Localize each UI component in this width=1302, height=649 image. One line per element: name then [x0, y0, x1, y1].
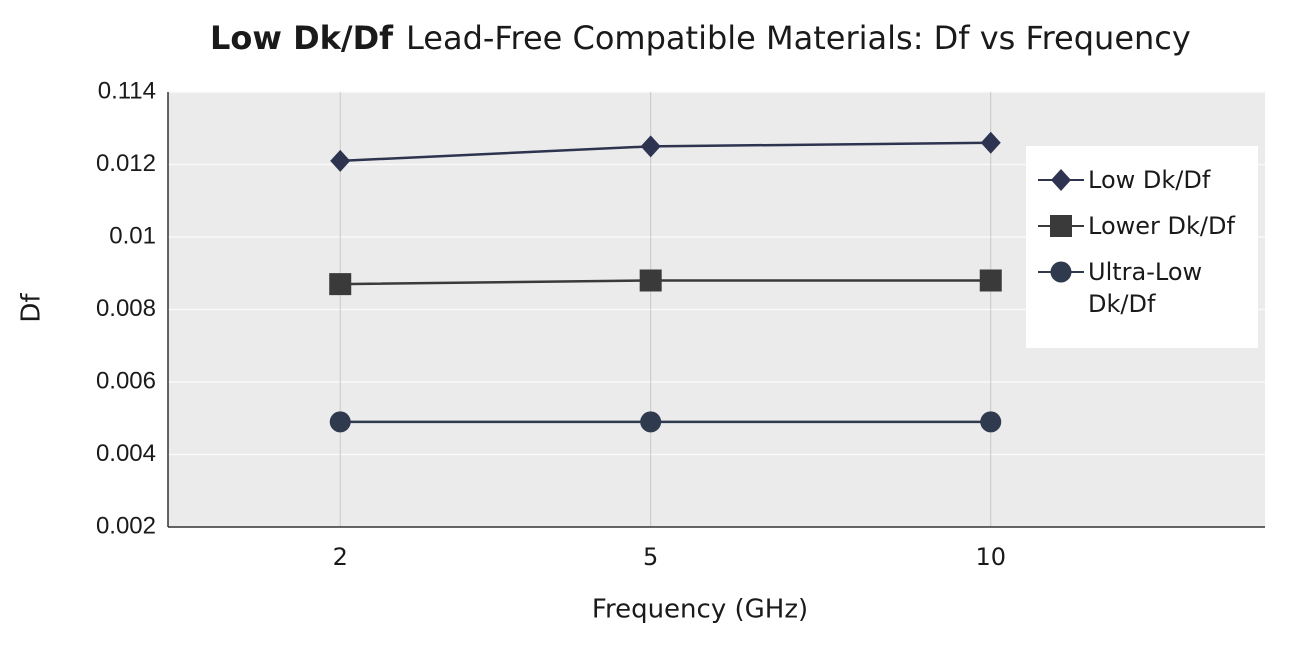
chart-title: Lead-Free Compatible Materials: Df vs Fr…: [406, 19, 1191, 57]
y-tick-label: 0.006: [96, 367, 156, 394]
legend-icon: [1038, 261, 1084, 283]
marker: [639, 269, 662, 292]
legend-label: Low Dk/Df: [1088, 166, 1211, 194]
marker: [979, 269, 1002, 292]
legend: Low Dk/Df Lower Dk/Df Ultra-Low Dk/Df: [1026, 146, 1258, 348]
legend-entry: Lower Dk/Df: [1036, 210, 1258, 242]
marker: [640, 411, 662, 433]
legend-label: Ultra-Low Dk/Df: [1088, 258, 1203, 318]
y-tick-label: 0.004: [96, 440, 156, 467]
x-tick-label: 5: [643, 543, 658, 571]
marker: [640, 135, 661, 158]
chart-title-bold: Low Dk/Df: [210, 19, 394, 57]
y-tick-label: 0.01: [109, 222, 156, 249]
y-tick-label: 0.002: [96, 512, 156, 539]
x-axis-label: Frequency (GHz): [592, 595, 808, 625]
marker: [1051, 169, 1071, 191]
marker: [980, 411, 1002, 433]
marker: [329, 273, 352, 296]
x-tick-label: 10: [975, 543, 1006, 571]
marker: [980, 131, 1001, 154]
legend-entry: Low Dk/Df: [1036, 164, 1258, 196]
legend-icon: [1038, 169, 1084, 191]
marker: [330, 149, 351, 172]
marker: [1050, 261, 1072, 283]
y-tick-label: 0.114: [98, 77, 156, 104]
y-tick-label: 0.008: [96, 295, 156, 322]
marker: [1050, 215, 1072, 237]
y-axis-label: Df: [17, 293, 47, 323]
legend-entry: Ultra-Low Dk/Df: [1036, 256, 1258, 320]
legend-icon: [1038, 215, 1084, 237]
marker: [329, 411, 351, 433]
x-tick-label: 2: [333, 543, 348, 571]
y-tick-label: 0.012: [96, 150, 156, 177]
legend-label: Lower Dk/Df: [1088, 212, 1235, 240]
